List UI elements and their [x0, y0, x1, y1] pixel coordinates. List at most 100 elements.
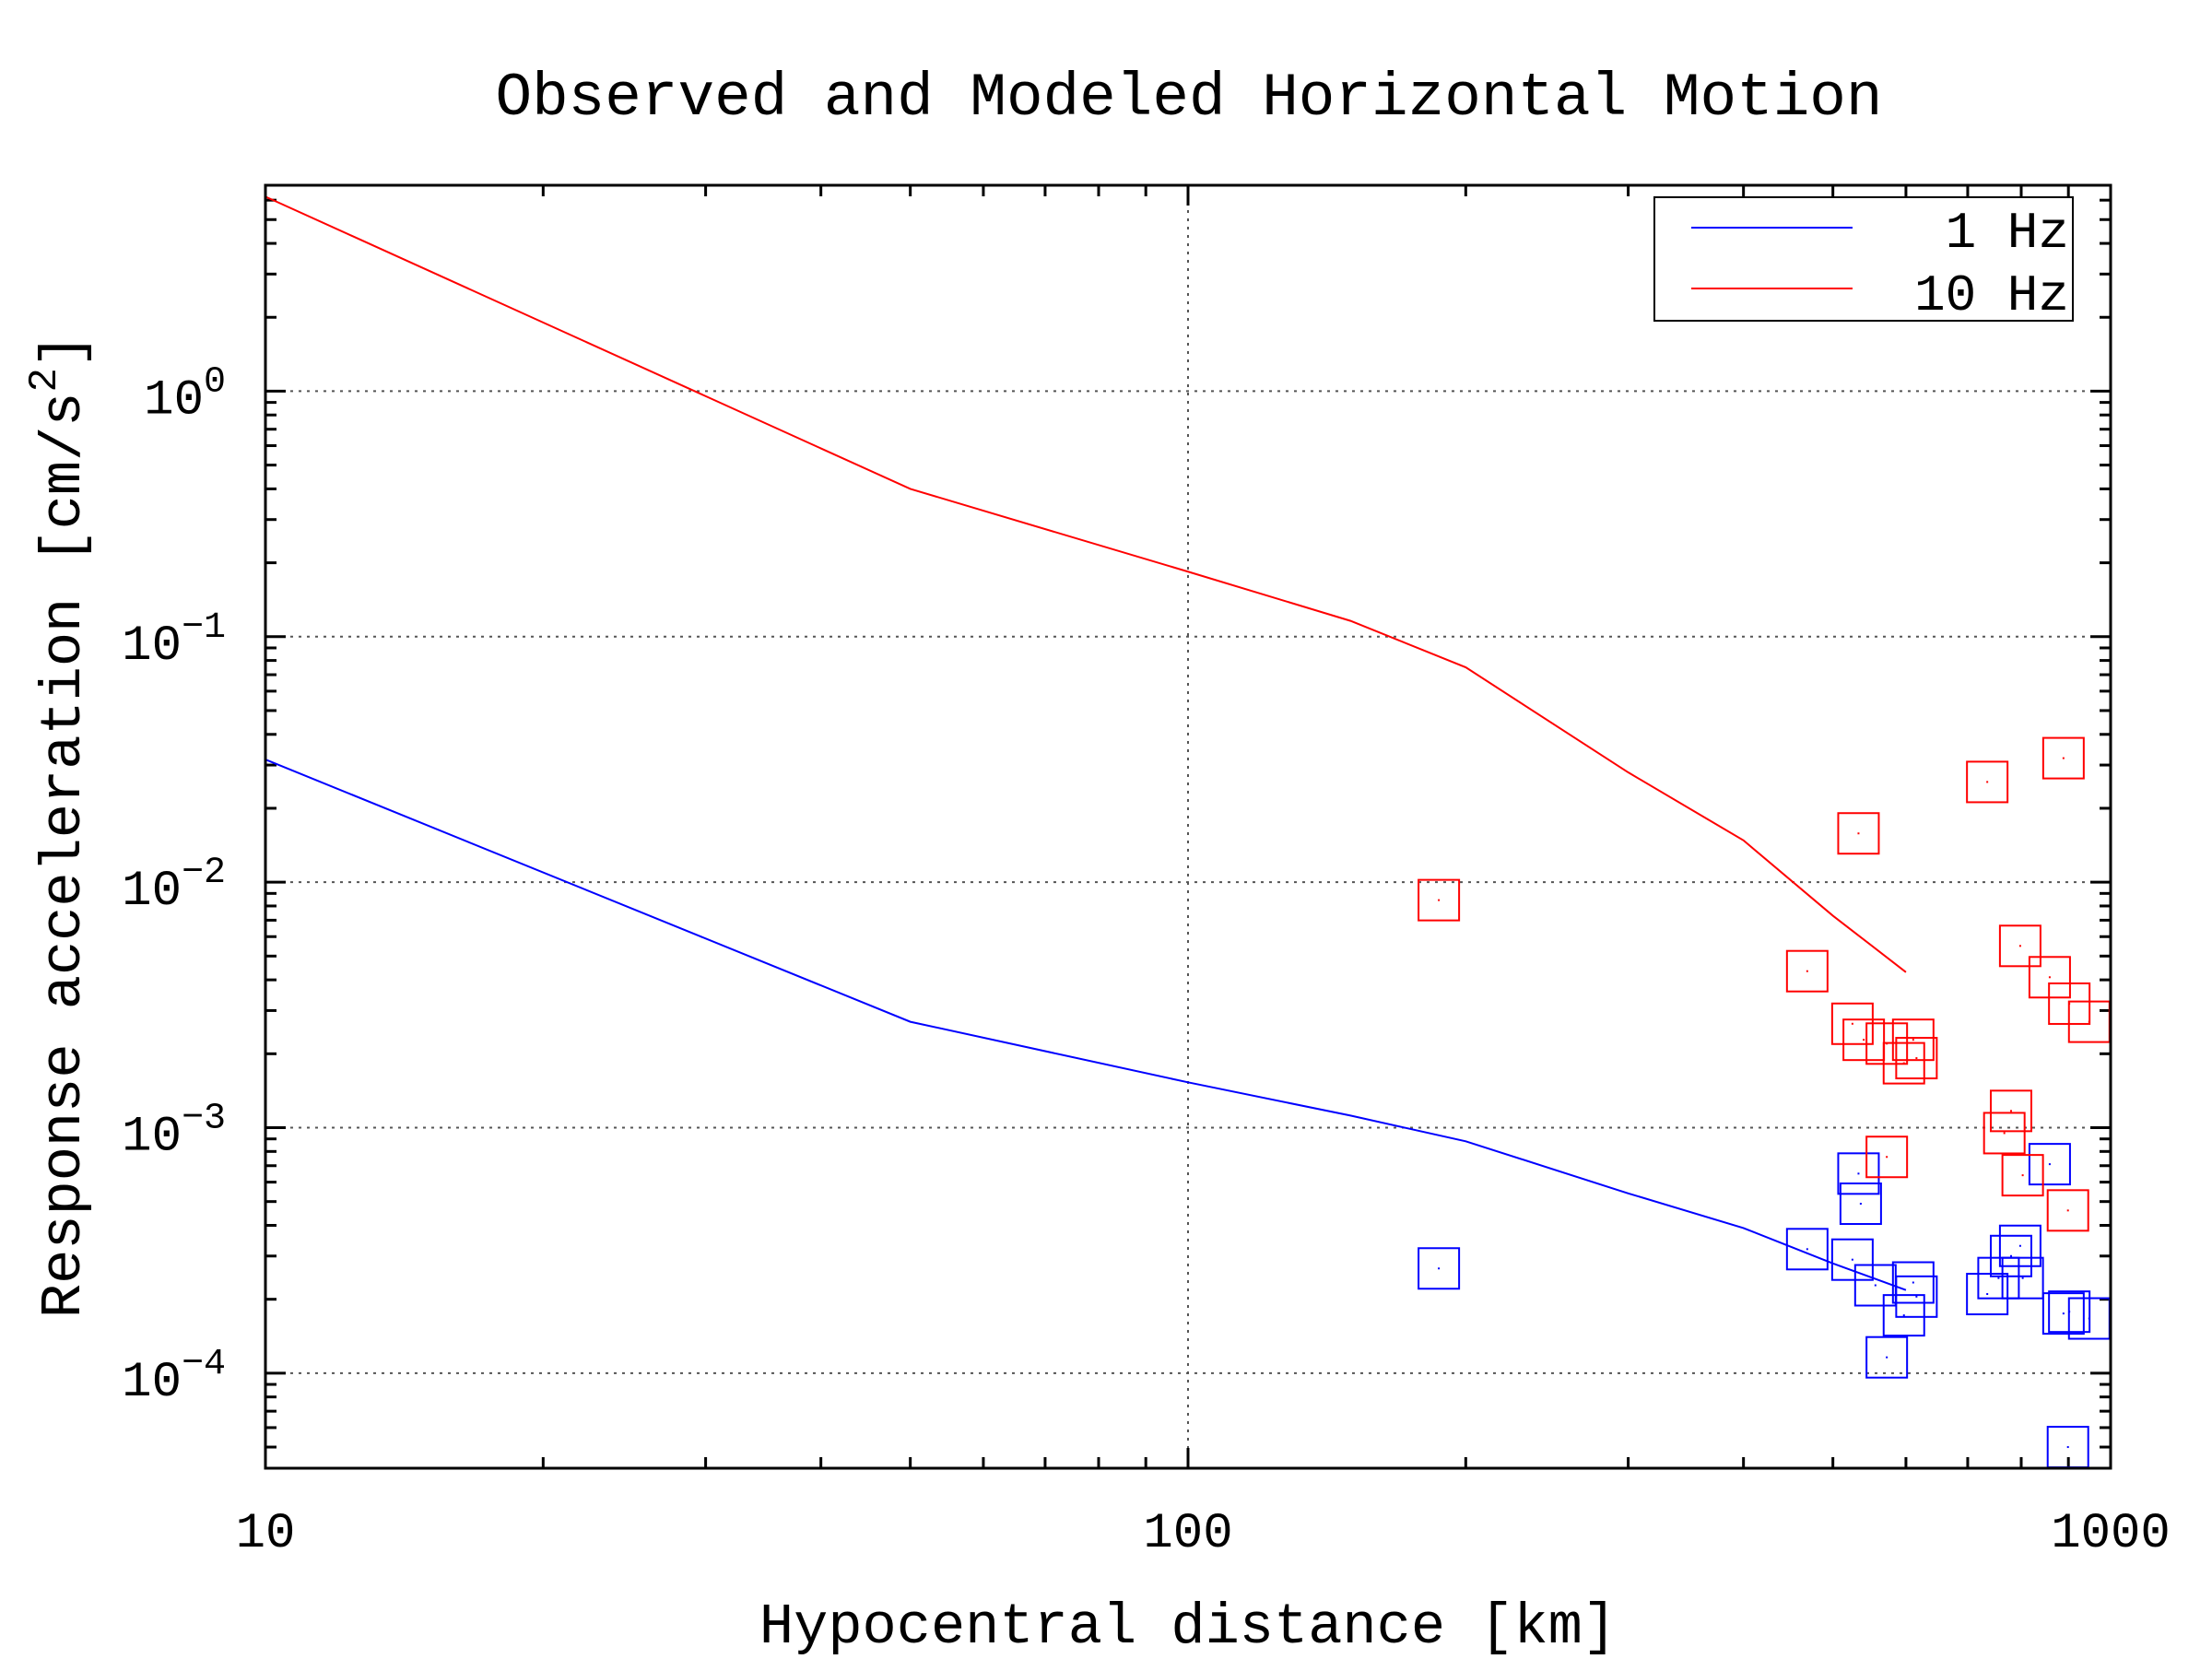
observed-point-dot [1986, 781, 1989, 783]
observed-point-marker [2041, 736, 2085, 780]
legend-label-10hz: 10 Hz [1914, 266, 2069, 325]
observed-point-marker [1983, 1112, 2026, 1155]
x-axis-label: Hypocentral distance [km] [759, 1594, 1617, 1659]
y-tick-label: 100 [144, 361, 226, 429]
observed-point-dot [1806, 1248, 1808, 1251]
observed-point-marker [1998, 924, 2041, 968]
observed-point-dot [1902, 1314, 1905, 1317]
observed-point-dot [1886, 1156, 1888, 1159]
y-tick-label: 10−2 [122, 853, 226, 920]
observed-point-marker [1891, 1018, 1935, 1062]
observed-point-marker [1418, 878, 1461, 922]
observed-point-marker [1865, 1135, 1909, 1179]
observed-point-dot [2018, 945, 2021, 947]
observed-point-marker [2046, 1189, 2089, 1232]
y-tick-label: 10−4 [122, 1344, 226, 1411]
observed-point-marker [1839, 1182, 1882, 1226]
model-line-10hz [265, 195, 1907, 973]
y-tick-label: 10−3 [122, 1099, 226, 1166]
y-axis-label-end: ] [31, 334, 97, 368]
y-tick-label-exponent: −3 [182, 1099, 226, 1140]
y-tick-label-base: 10 [122, 864, 182, 920]
y-tick-label-exponent: −4 [182, 1344, 226, 1385]
observed-point-dot [1857, 832, 1860, 835]
observed-point-marker [1977, 1256, 2020, 1300]
observed-point-dot [1859, 1203, 1862, 1206]
observed-point-dot [1806, 970, 1808, 972]
model-lines [265, 195, 1907, 1291]
observed-point-marker [1418, 1247, 1461, 1290]
observed-point-dot [1902, 1062, 1905, 1065]
observed-point-dot [1863, 1039, 1865, 1041]
legend: 1 Hz 10 Hz [1653, 196, 2074, 325]
x-tick-label: 1000 [2051, 1506, 2171, 1562]
y-axis-label-sup: 2 [22, 368, 68, 392]
observed-point-marker [1865, 1335, 1909, 1379]
plot-frame [264, 183, 2112, 1470]
grid [265, 185, 2111, 1468]
observed-point-dot [2048, 976, 2051, 979]
y-axis-label: Response acceleration [cm/s2] [22, 334, 97, 1318]
observed-point-marker [1989, 1089, 2032, 1133]
observed-point-marker [1882, 1294, 1925, 1337]
observed-point-dot [1874, 1284, 1877, 1287]
observed-point-marker [1785, 1228, 1829, 1271]
observed-point-marker [2028, 1143, 2071, 1186]
x-tick-label: 10 [236, 1506, 296, 1562]
observed-point-dot [1997, 1277, 2000, 1279]
observed-point-marker [1998, 1224, 2041, 1267]
observed-point-dot [1851, 1022, 1853, 1025]
y-tick-label-base: 10 [122, 1110, 182, 1166]
observed-point-marker [2001, 1256, 2044, 1300]
observed-markers [1418, 736, 2111, 1469]
x-tick-label: 100 [1143, 1506, 1232, 1562]
legend-label-1hz: 1 Hz [1946, 204, 2069, 263]
y-tick-label-base: 10 [144, 372, 204, 429]
observed-point-dot [1912, 1039, 1914, 1041]
observed-point-dot [1886, 1356, 1888, 1359]
observed-point-dot [2048, 1163, 2051, 1166]
observed-point-marker [1989, 1234, 2032, 1277]
observed-point-dot [1851, 1258, 1853, 1261]
observed-point-dot [1915, 1057, 1918, 1060]
y-tick-label-base: 10 [122, 1355, 182, 1411]
observed-point-dot [2062, 757, 2065, 759]
observed-point-dot [2062, 1312, 2065, 1315]
observed-point-marker [1895, 1037, 1938, 1080]
observed-point-dot [2003, 1132, 2006, 1135]
observed-point-marker [2001, 1154, 2044, 1197]
observed-point-dot [1912, 1281, 1914, 1284]
observed-point-marker [1830, 1238, 1874, 1281]
observed-point-dot [2066, 1446, 2069, 1449]
observed-point-dot [1438, 899, 1441, 901]
observed-point-dot [2018, 1244, 2021, 1247]
y-tick-label-exponent: 0 [204, 361, 226, 403]
observed-point-dot [1857, 1172, 1860, 1175]
observed-point-marker [1895, 1275, 1938, 1318]
legend-box [1653, 196, 2074, 322]
observed-point-marker [1837, 812, 1880, 855]
y-tick-label-exponent: −2 [182, 853, 226, 894]
observed-point-dot [1915, 1295, 1918, 1298]
observed-point-marker [1842, 1018, 1886, 1062]
observed-point-dot [2021, 1174, 2024, 1177]
observed-point-dot [2066, 1209, 2069, 1212]
y-axis-label-text: Response acceleration [cm/s [31, 393, 97, 1319]
y-tick-label-base: 10 [122, 618, 182, 675]
observed-point-marker [1966, 760, 2009, 804]
observed-point-dot [2088, 1317, 2090, 1320]
observed-point-dot [1986, 1293, 1989, 1296]
observed-point-dot [1438, 1267, 1441, 1270]
observed-point-marker [1785, 949, 1829, 993]
y-tick-label-exponent: −1 [182, 607, 226, 649]
observed-point-dot [2009, 1110, 2012, 1112]
observed-point-marker [1882, 1041, 1925, 1085]
model-line-1hz [265, 759, 1907, 1291]
y-tick-label: 10−1 [122, 607, 226, 675]
observed-point-marker [2041, 1292, 2085, 1335]
observed-point-dot [2088, 1020, 2090, 1023]
observed-point-marker [1966, 1273, 2009, 1316]
observed-point-dot [2021, 1277, 2024, 1279]
